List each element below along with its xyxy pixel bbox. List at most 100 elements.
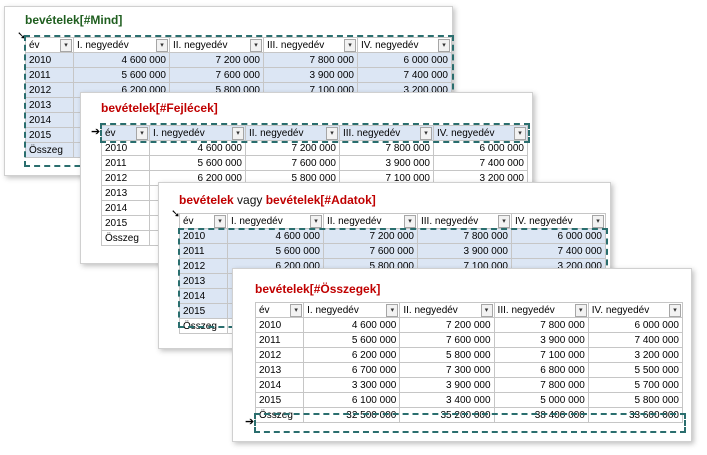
year-cell[interactable]: 2010 [179, 228, 228, 244]
value-cell[interactable]: 4 600 000 [73, 52, 170, 68]
total-label-cell[interactable]: Összeg [101, 230, 150, 246]
value-cell[interactable]: 5 800 000 [399, 347, 495, 363]
value-cell[interactable]: 3 900 000 [417, 243, 512, 259]
value-cell[interactable]: 3 900 000 [263, 67, 358, 83]
filter-dropdown-icon[interactable]: ▾ [344, 39, 356, 52]
column-header[interactable]: év ▾ [25, 37, 74, 53]
value-cell[interactable]: 7 100 000 [493, 347, 589, 363]
total-value-cell[interactable]: 33 600 000 [587, 407, 684, 423]
filter-dropdown-icon[interactable]: ▾ [232, 127, 244, 140]
year-cell[interactable]: 2014 [179, 288, 228, 304]
value-cell[interactable]: 7 200 000 [245, 140, 340, 156]
total-label-cell[interactable]: Összeg [254, 407, 305, 423]
filter-dropdown-icon[interactable]: ▾ [669, 304, 681, 317]
value-cell[interactable]: 5 600 000 [303, 332, 401, 348]
value-cell[interactable]: 7 800 000 [493, 317, 589, 333]
year-cell[interactable]: 2011 [25, 67, 74, 83]
value-cell[interactable]: 3 900 000 [339, 155, 434, 171]
year-cell[interactable]: 2013 [101, 185, 150, 201]
column-header[interactable]: II. negyedév ▾ [399, 302, 495, 318]
column-header[interactable]: II. negyedév ▾ [245, 125, 340, 141]
value-cell[interactable]: 3 900 000 [399, 377, 495, 393]
year-cell[interactable]: 2014 [254, 377, 305, 393]
value-cell[interactable]: 3 200 000 [587, 347, 684, 363]
value-cell[interactable]: 5 000 000 [493, 392, 589, 408]
filter-dropdown-icon[interactable]: ▾ [574, 304, 587, 317]
year-cell[interactable]: 2014 [101, 200, 150, 216]
value-cell[interactable]: 7 400 000 [433, 155, 528, 171]
column-header[interactable]: II. negyedév ▾ [169, 37, 264, 53]
filter-dropdown-icon[interactable]: ▾ [310, 215, 322, 228]
year-cell[interactable]: 2013 [25, 97, 74, 113]
year-cell[interactable]: 2012 [101, 170, 150, 186]
filter-dropdown-icon[interactable]: ▾ [156, 39, 168, 52]
column-header[interactable]: I. negyedév ▾ [149, 125, 246, 141]
year-cell[interactable]: 2010 [254, 317, 305, 333]
value-cell[interactable]: 6 000 000 [511, 228, 606, 244]
value-cell[interactable]: 7 200 000 [323, 228, 418, 244]
value-cell[interactable]: 7 800 000 [339, 140, 434, 156]
value-cell[interactable]: 7 800 000 [263, 52, 358, 68]
column-header[interactable]: IV. negyedév ▾ [587, 302, 684, 318]
column-header[interactable]: IV. negyedév ▾ [433, 125, 528, 141]
year-cell[interactable]: 2011 [101, 155, 150, 171]
value-cell[interactable]: 7 600 000 [245, 155, 340, 171]
column-header[interactable]: I. negyedév ▾ [227, 213, 324, 229]
year-cell[interactable]: 2012 [179, 258, 228, 274]
value-cell[interactable]: 3 900 000 [493, 332, 589, 348]
filter-dropdown-icon[interactable]: ▾ [214, 215, 226, 228]
column-header[interactable]: III. negyedév ▾ [263, 37, 358, 53]
column-header[interactable]: IV. negyedév ▾ [511, 213, 606, 229]
column-header[interactable]: év ▾ [101, 125, 150, 141]
filter-dropdown-icon[interactable]: ▾ [420, 127, 432, 140]
value-cell[interactable]: 7 800 000 [417, 228, 512, 244]
column-header[interactable]: év ▾ [179, 213, 228, 229]
value-cell[interactable]: 6 200 000 [303, 347, 401, 363]
filter-dropdown-icon[interactable]: ▾ [480, 304, 493, 317]
year-cell[interactable]: 2013 [179, 273, 228, 289]
column-header[interactable]: III. negyedév ▾ [417, 213, 512, 229]
value-cell[interactable]: 7 400 000 [587, 332, 684, 348]
year-cell[interactable]: 2013 [254, 362, 305, 378]
value-cell[interactable]: 6 100 000 [303, 392, 401, 408]
year-cell[interactable]: 2015 [179, 303, 228, 319]
value-cell[interactable]: 4 600 000 [303, 317, 401, 333]
value-cell[interactable]: 7 200 000 [399, 317, 495, 333]
value-cell[interactable]: 6 700 000 [303, 362, 401, 378]
year-cell[interactable]: 2010 [101, 140, 150, 156]
total-label-cell[interactable]: Összeg [179, 318, 228, 334]
value-cell[interactable]: 6 000 000 [357, 52, 452, 68]
value-cell[interactable]: 7 300 000 [399, 362, 495, 378]
filter-dropdown-icon[interactable]: ▾ [404, 215, 416, 228]
value-cell[interactable]: 6 000 000 [433, 140, 528, 156]
column-header[interactable]: év ▾ [254, 302, 305, 318]
column-header[interactable]: IV. negyedév ▾ [357, 37, 452, 53]
year-cell[interactable]: 2010 [25, 52, 74, 68]
year-cell[interactable]: 2015 [101, 215, 150, 231]
year-cell[interactable]: 2012 [254, 347, 305, 363]
value-cell[interactable]: 7 600 000 [323, 243, 418, 259]
filter-dropdown-icon[interactable]: ▾ [290, 304, 303, 317]
value-cell[interactable]: 7 600 000 [169, 67, 264, 83]
value-cell[interactable]: 3 300 000 [303, 377, 401, 393]
filter-dropdown-icon[interactable]: ▾ [438, 39, 450, 52]
year-cell[interactable]: 2012 [25, 82, 74, 98]
filter-dropdown-icon[interactable]: ▾ [250, 39, 262, 52]
value-cell[interactable]: 7 800 000 [493, 377, 589, 393]
column-header[interactable]: I. negyedév ▾ [303, 302, 401, 318]
value-cell[interactable]: 7 400 000 [511, 243, 606, 259]
column-header[interactable]: I. negyedév ▾ [73, 37, 170, 53]
year-cell[interactable]: 2014 [25, 112, 74, 128]
column-header[interactable]: II. negyedév ▾ [323, 213, 418, 229]
filter-dropdown-icon[interactable]: ▾ [326, 127, 338, 140]
value-cell[interactable]: 7 200 000 [169, 52, 264, 68]
value-cell[interactable]: 7 400 000 [357, 67, 452, 83]
value-cell[interactable]: 6 000 000 [587, 317, 684, 333]
year-cell[interactable]: 2015 [25, 127, 74, 143]
value-cell[interactable]: 3 400 000 [399, 392, 495, 408]
year-cell[interactable]: 2015 [254, 392, 305, 408]
total-value-cell[interactable]: 38 400 000 [493, 407, 589, 423]
year-cell[interactable]: 2011 [179, 243, 228, 259]
value-cell[interactable]: 7 600 000 [399, 332, 495, 348]
filter-dropdown-icon[interactable]: ▾ [60, 39, 72, 52]
